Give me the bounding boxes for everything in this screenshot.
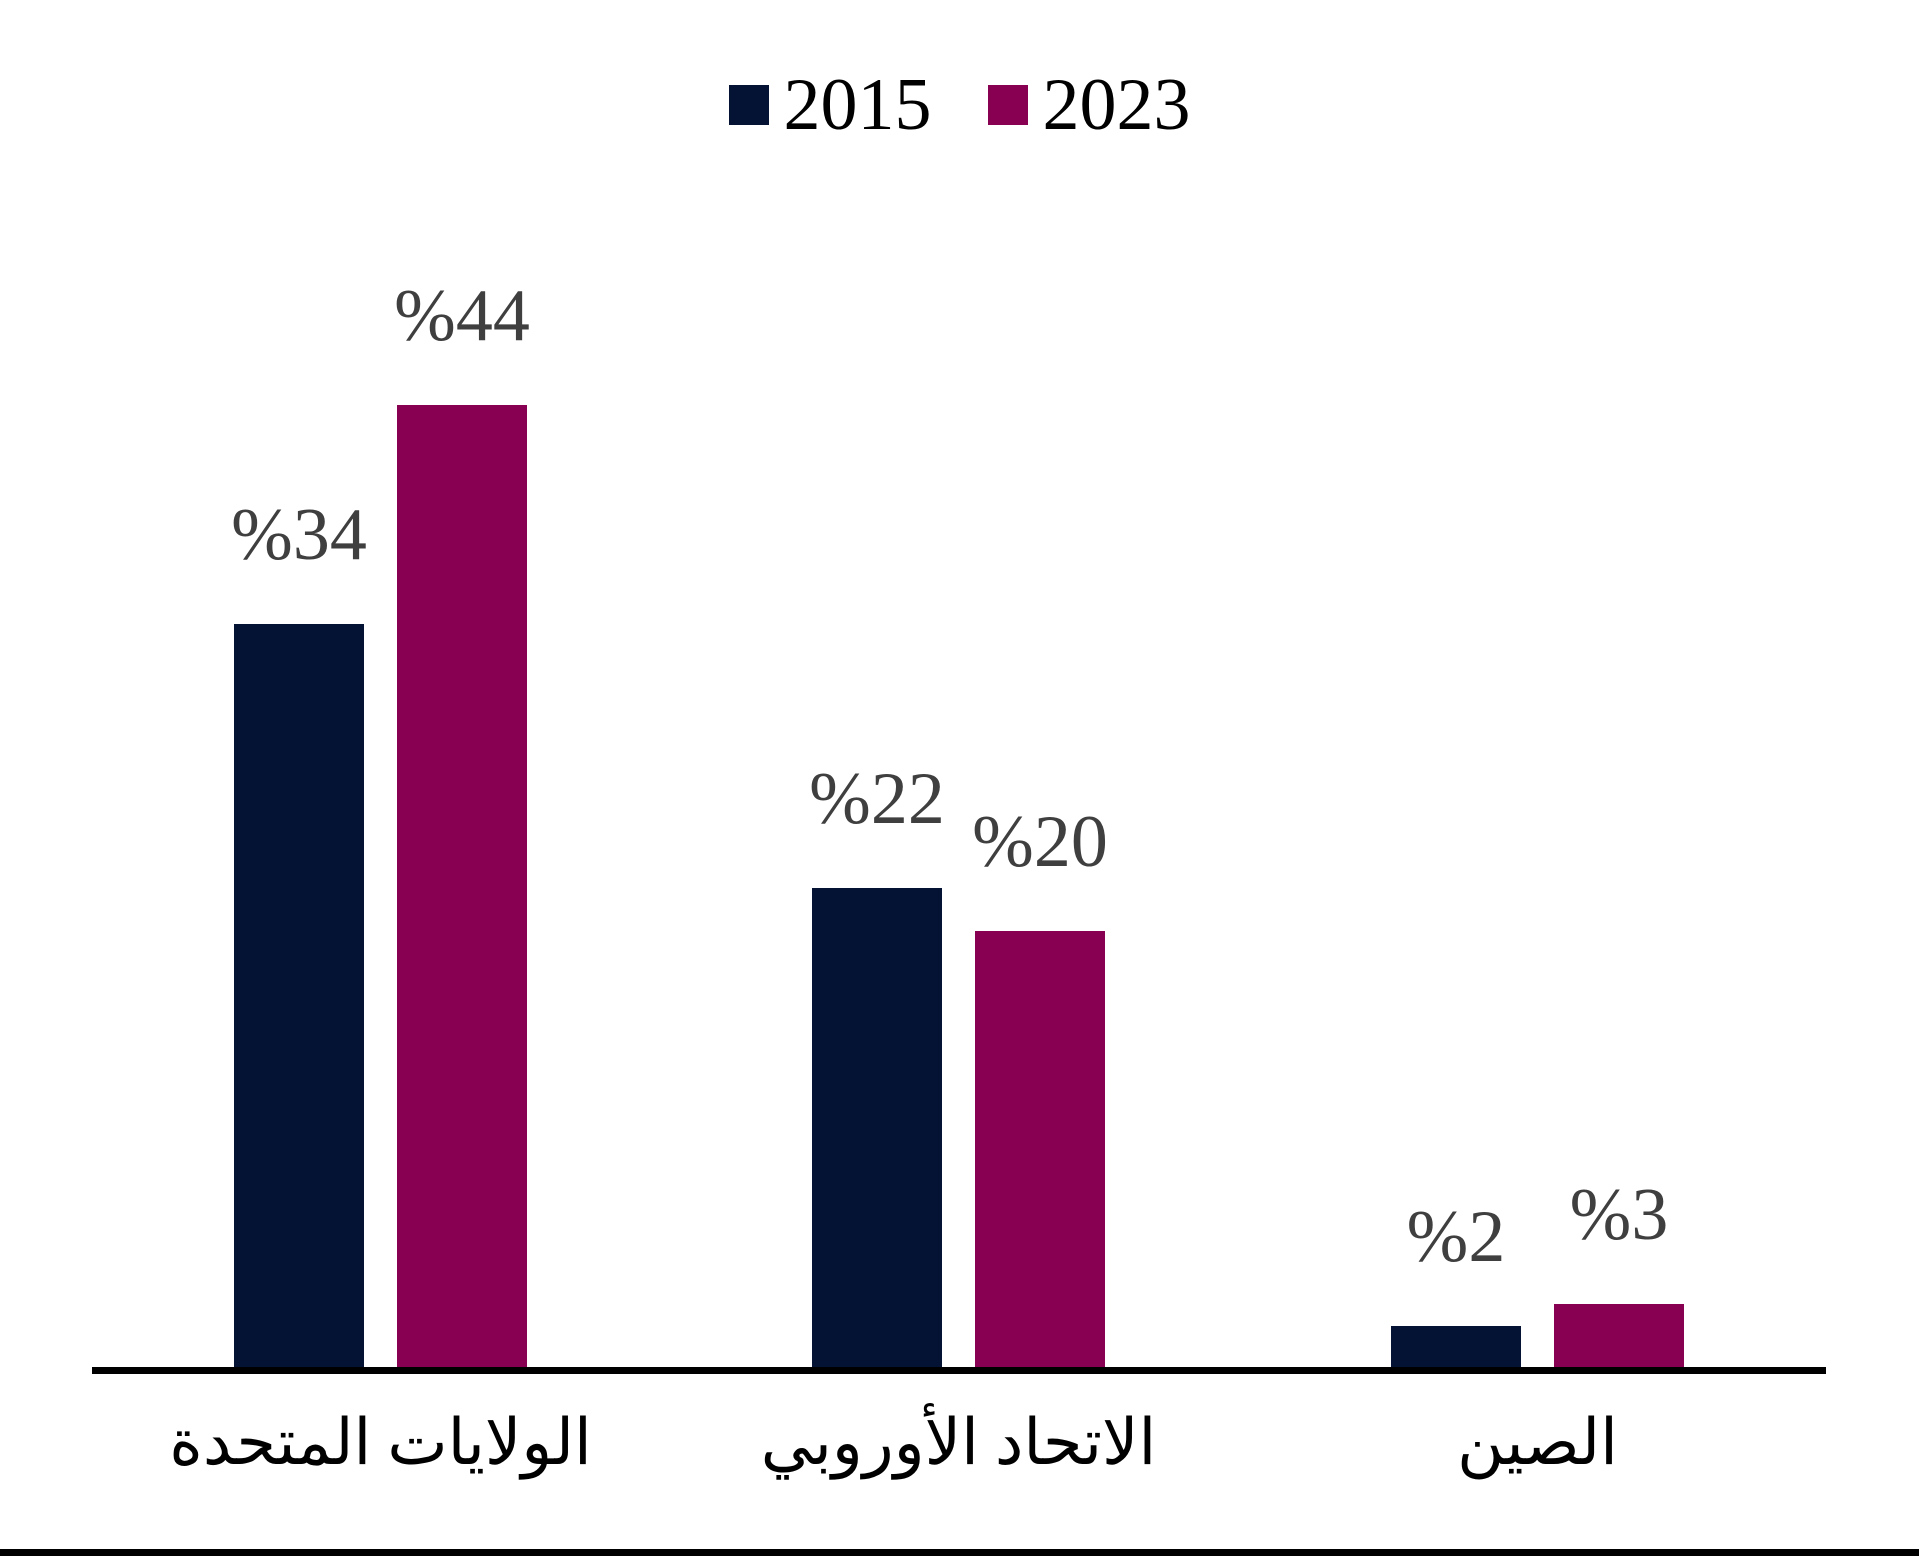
bar-col-2023-0: %44 [394, 275, 530, 1370]
bottom-border-line [0, 1549, 1919, 1556]
bar-col-2023-1: %20 [972, 801, 1108, 1370]
bar-2015-1 [812, 888, 942, 1370]
bar-col-2015-2: %2 [1391, 1200, 1521, 1370]
bar-col-2015-0: %34 [231, 494, 367, 1370]
bar-2015-0 [234, 624, 364, 1370]
value-label-2023-2: %3 [1569, 1174, 1669, 1256]
legend-swatch-2023 [987, 85, 1028, 125]
value-label-2015-2: %2 [1406, 1196, 1506, 1278]
legend-label-2015: 2015 [783, 64, 932, 146]
bar-group-2: %2 %3 [1391, 1178, 1684, 1370]
category-label-0: الولايات المتحدة [169, 1407, 592, 1478]
bar-col-2023-2: %3 [1554, 1178, 1684, 1370]
x-axis-line [92, 1367, 1826, 1374]
legend-item-2015: 2015 [728, 64, 932, 146]
bar-col-2015-1: %22 [809, 758, 945, 1370]
bar-2023-1 [975, 931, 1105, 1370]
bar-2023-0 [397, 405, 527, 1370]
value-label-2015-0: %34 [231, 494, 367, 576]
legend: 2015 2023 [728, 64, 1191, 146]
bar-group-1: %22 %20 [809, 758, 1108, 1370]
category-label-1: الاتحاد الأوروبي [760, 1407, 1157, 1478]
bar-2015-2 [1391, 1326, 1521, 1370]
bar-group-0: %34 %44 [231, 275, 530, 1370]
value-label-2023-1: %20 [972, 801, 1108, 883]
value-label-2023-0: %44 [394, 275, 530, 357]
bar-2023-2 [1554, 1304, 1684, 1370]
legend-swatch-2015 [728, 85, 769, 125]
category-label-2: الصين [1457, 1407, 1618, 1478]
legend-label-2023: 2023 [1042, 64, 1191, 146]
legend-item-2023: 2023 [987, 64, 1191, 146]
value-label-2015-1: %22 [809, 758, 945, 840]
